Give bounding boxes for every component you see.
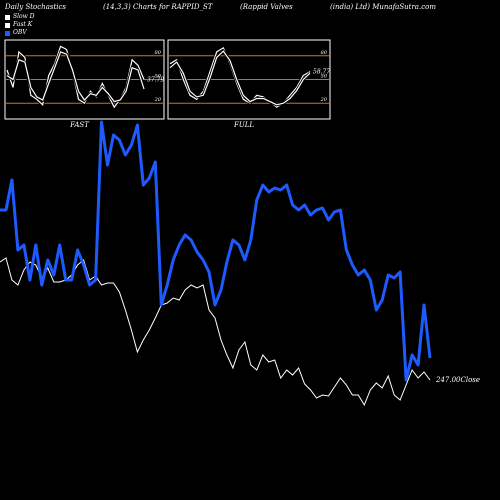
site-name: (india) Ltd) MunafaSutra.com [330,3,436,11]
fast-stochastic-title: FAST [69,121,90,129]
fast-stochastic-tick-20: 20 [154,97,162,103]
company-name: (Rappid Valves [240,3,293,11]
full-stochastic-tick-50: 50 [321,74,328,80]
fast-stochastic-last-value: 37.79 [147,77,164,84]
legend-item-obv: OBV [5,29,35,37]
full-stochastic-title: FULL [233,121,254,129]
chart-title: Daily Stochastics [5,3,67,11]
obv-line [0,120,432,382]
fast-stochastic-tick-80: 80 [155,50,162,56]
legend-swatch-slow-d [5,14,10,20]
fast-stochastic-series-slow-d [6,51,145,103]
legend-item-slow-d: Slow D [5,13,35,21]
legend-swatch-fast-k [5,22,10,28]
legend-label-slow-d: Slow D [13,13,35,20]
chart-params: (14,3,3) Charts for RAPPID_ST [103,3,213,11]
full-stochastic-panel: 20 50 80 58.77 FULL [167,39,331,129]
full-stochastic-last-value: 58.77 [313,69,330,76]
legend: Slow D Fast K OBV [5,13,35,37]
full-stochastic-tick-80: 80 [321,50,328,56]
full-stochastic-tick-20: 20 [320,97,328,103]
fast-stochastic-panel: 20 50 80 37.79 FAST [4,39,165,129]
legend-label-fast-k: Fast K [13,21,33,28]
legend-item-fast-k: Fast K [5,21,35,29]
legend-swatch-obv [5,30,10,36]
full-stochastic-series-slow-d [169,50,311,106]
fast-stochastic-tick-50: 50 [155,74,162,80]
price-label: 247.00Close [435,376,480,384]
legend-label-obv: OBV [13,29,27,36]
price-obv-panel: 247.00Close [0,120,480,407]
